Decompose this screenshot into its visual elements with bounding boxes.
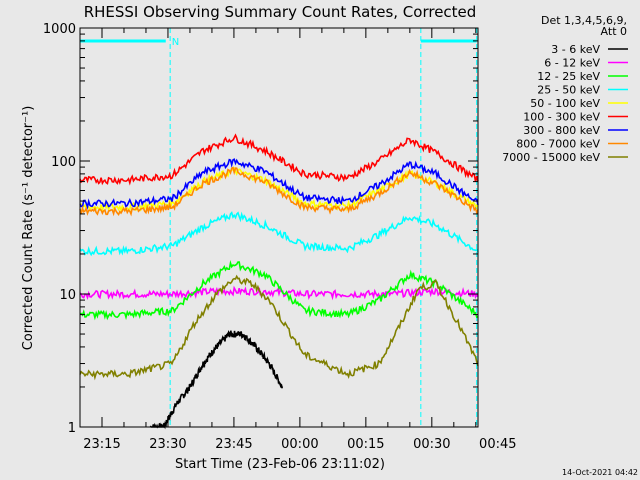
series-line-3	[79, 211, 479, 257]
series-line-6	[79, 158, 479, 210]
series-line-7	[79, 166, 479, 217]
y-tick-label-3: 1000	[43, 22, 76, 37]
series-line-1	[79, 285, 479, 301]
chart-title: RHESSI Observing Summary Count Rates, Co…	[84, 3, 477, 21]
legend-header-line-1: Att 0	[601, 25, 627, 38]
series-lines	[79, 133, 479, 430]
legend-label-8: 7000 - 15000 keV	[502, 151, 600, 164]
y-tick-label-2: 100	[51, 155, 76, 170]
x-tick-label-4: 00:15	[347, 437, 384, 452]
y-axis-label: Corrected Count Rate (s⁻¹ detector⁻¹)	[21, 106, 36, 351]
plot-frame	[79, 27, 479, 428]
legend-label-1: 6 - 12 keV	[544, 57, 600, 70]
x-tick-label-3: 00:00	[281, 437, 318, 452]
legend-label-5: 100 - 300 keV	[523, 111, 600, 124]
legend-label-6: 300 - 800 keV	[523, 124, 600, 137]
y-tick-label-1: 10	[59, 288, 76, 303]
axes: 1 10 100 1000 23:15 23:30 23:45 00:00 00:15 00:30…	[43, 22, 517, 452]
footer-timestamp: 14-Oct-2021 04:42	[562, 468, 638, 477]
x-tick-label-6: 00:45	[479, 437, 516, 452]
x-axis-label: Start Time (23-Feb-06 23:11:02)	[175, 457, 385, 472]
x-tick-label-5: 00:30	[413, 437, 450, 452]
night-bar-label: N	[172, 37, 179, 48]
x-tick-label-0: 23:15	[83, 437, 120, 452]
legend-header-line-0: Det 1,3,4,5,6,9,	[541, 14, 627, 27]
legend-header: Det 1,3,4,5,6,9,Att 0	[541, 14, 627, 38]
legend-label-0: 3 - 6 keV	[551, 43, 600, 56]
x-tick-label-2: 23:45	[215, 437, 252, 452]
legend-label-4: 50 - 100 keV	[530, 97, 600, 110]
series-line-8	[79, 274, 479, 381]
series-line-0	[149, 330, 284, 430]
y-tick-label-0: 1	[68, 421, 76, 436]
x-tick-label-1: 23:30	[149, 437, 186, 452]
legend-label-3: 25 - 50 keV	[537, 84, 600, 97]
series-line-5	[79, 133, 479, 186]
legend-label-7: 800 - 7000 keV	[516, 138, 600, 151]
series-line-4	[79, 166, 479, 213]
legend-label-2: 12 - 25 keV	[537, 70, 600, 83]
series-line-2	[79, 259, 479, 321]
